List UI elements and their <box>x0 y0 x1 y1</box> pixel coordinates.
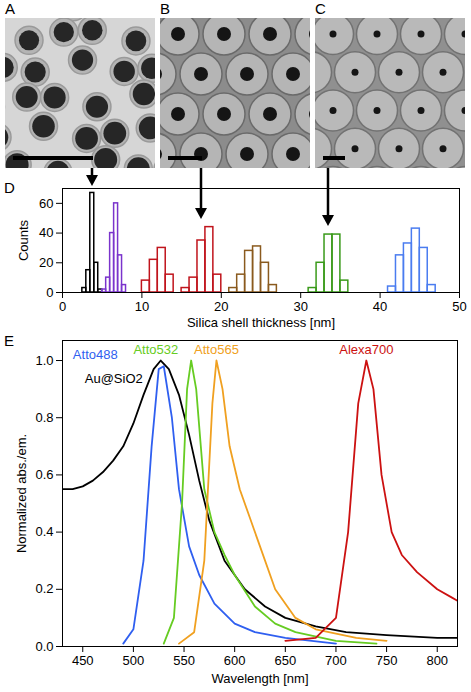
svg-text:B: B <box>160 0 170 17</box>
svg-text:Silica shell thickness [nm]: Silica shell thickness [nm] <box>187 315 335 330</box>
svg-text:1.0: 1.0 <box>35 353 53 368</box>
svg-text:750: 750 <box>376 653 398 668</box>
svg-text:20: 20 <box>214 299 228 314</box>
svg-text:Atto532: Atto532 <box>133 342 178 357</box>
svg-text:A: A <box>5 0 15 17</box>
svg-text:Wavelength [nm]: Wavelength [nm] <box>211 671 308 686</box>
svg-text:40: 40 <box>373 299 387 314</box>
svg-text:600: 600 <box>224 653 246 668</box>
svg-text:550: 550 <box>173 653 195 668</box>
svg-text:0.6: 0.6 <box>35 467 53 482</box>
svg-text:Atto565: Atto565 <box>194 342 239 357</box>
svg-text:D: D <box>4 179 15 196</box>
svg-text:0.4: 0.4 <box>35 524 53 539</box>
svg-text:10: 10 <box>135 299 149 314</box>
svg-text:20: 20 <box>39 255 53 270</box>
svg-text:Atto488: Atto488 <box>73 347 118 362</box>
svg-text:50: 50 <box>452 299 466 314</box>
svg-text:500: 500 <box>123 653 145 668</box>
svg-text:0.8: 0.8 <box>35 410 53 425</box>
svg-text:450: 450 <box>72 653 94 668</box>
svg-text:Normalized abs./em.: Normalized abs./em. <box>14 434 29 553</box>
svg-text:40: 40 <box>39 225 53 240</box>
svg-text:C: C <box>315 0 326 17</box>
svg-text:0.0: 0.0 <box>35 639 53 654</box>
svg-text:650: 650 <box>274 653 296 668</box>
svg-text:E: E <box>4 332 14 349</box>
svg-text:0.2: 0.2 <box>35 581 53 596</box>
svg-text:60: 60 <box>39 196 53 211</box>
svg-text:Counts: Counts <box>16 219 31 261</box>
svg-text:0: 0 <box>46 285 53 300</box>
svg-text:0: 0 <box>59 299 66 314</box>
svg-text:700: 700 <box>325 653 347 668</box>
svg-text:Au@SiO2: Au@SiO2 <box>85 371 143 386</box>
svg-text:Alexa700: Alexa700 <box>339 342 393 357</box>
svg-text:800: 800 <box>426 653 448 668</box>
svg-text:30: 30 <box>293 299 307 314</box>
